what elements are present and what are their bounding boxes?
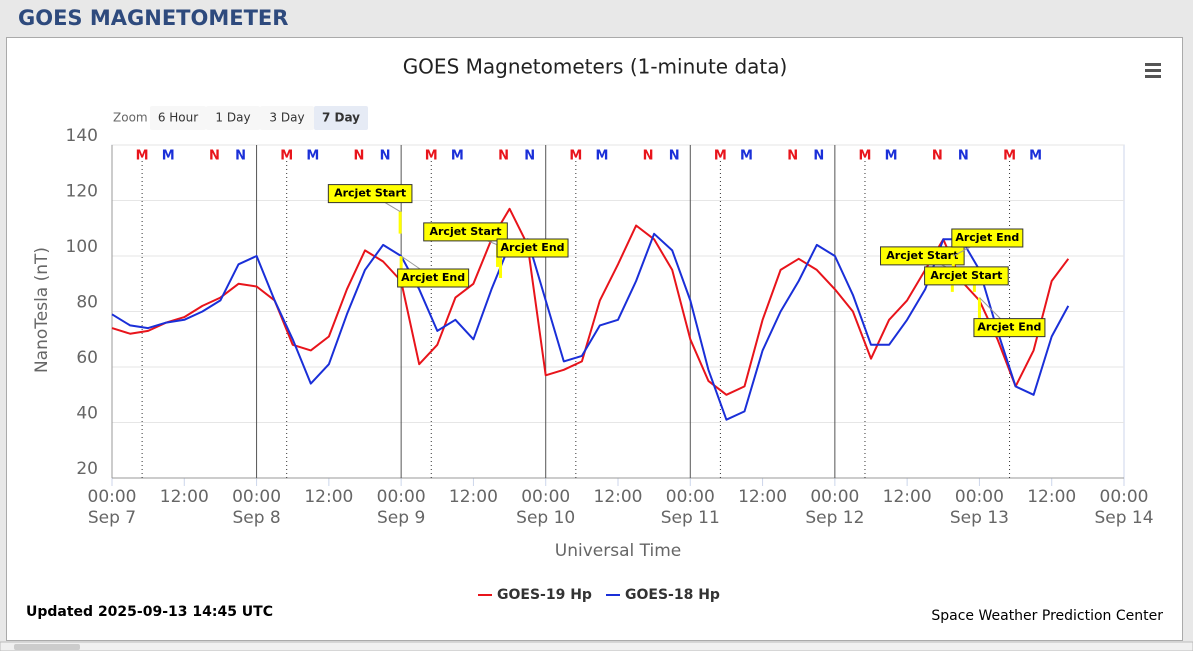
updated-note: Updated 2025-09-13 14:45 UTC: [26, 604, 273, 620]
annotation-label: Arcjet Start: [930, 269, 1002, 282]
marker-label: N: [354, 149, 365, 164]
series-line: [111, 207, 1070, 396]
marker-label: N: [235, 149, 246, 164]
legend-label[interactable]: GOES-18 Hp: [625, 587, 720, 603]
annotation-label: Arcjet Start: [429, 225, 501, 238]
annotation-label: Arcjet End: [501, 241, 565, 254]
zoom-label: Zoom: [113, 111, 148, 125]
x-tick-label: 12:00: [1027, 487, 1076, 507]
x-tick-label: 00:00: [377, 487, 426, 507]
marker-label: M: [306, 149, 319, 164]
zoom-button[interactable]: [260, 106, 314, 130]
marker-label: N: [524, 149, 535, 164]
marker-label: M: [714, 149, 727, 164]
series-line: [111, 232, 1070, 421]
marker-label: N: [209, 149, 220, 164]
credit: Space Weather Prediction Center: [931, 608, 1163, 624]
marker-label: M: [280, 149, 293, 164]
marker-label: N: [932, 149, 943, 164]
x-tick-label: 00:00: [955, 487, 1004, 507]
marker-label: N: [498, 149, 509, 164]
scrollbar[interactable]: [0, 641, 1193, 651]
zoom-button[interactable]: [314, 106, 368, 130]
marker-label: N: [958, 149, 969, 164]
annotation-box: [951, 228, 1024, 248]
x-tick-label: Sep 10: [516, 508, 575, 528]
x-tick-label: 12:00: [738, 487, 787, 507]
x-tick-label: 12:00: [883, 487, 932, 507]
zoom-button[interactable]: [206, 106, 260, 130]
annotation-label: Arcjet Start: [886, 249, 958, 262]
x-tick-label: Sep 11: [661, 508, 720, 528]
marker-label: M: [1029, 149, 1042, 164]
zoom-button-label[interactable]: 7 Day: [322, 111, 360, 125]
x-tick-label: 00:00: [810, 487, 859, 507]
y-tick-label: 80: [76, 293, 98, 313]
x-tick-label: 12:00: [449, 487, 498, 507]
y-tick-label: 100: [66, 237, 98, 257]
marker-label: M: [136, 149, 149, 164]
page-title: GOES MAGNETOMETER: [18, 6, 288, 30]
x-tick-label: 00:00: [666, 487, 715, 507]
x-tick-label: 00:00: [521, 487, 570, 507]
marker-label: M: [162, 149, 175, 164]
x-tick-label: Sep 9: [377, 508, 425, 528]
annotation-label: Arcjet End: [401, 271, 465, 284]
annotation-box: [973, 318, 1046, 338]
scrollbar-thumb[interactable]: [14, 644, 80, 650]
marker-label: M: [425, 149, 438, 164]
marker-label: M: [595, 149, 608, 164]
x-tick-label: Sep 7: [88, 508, 136, 528]
y-axis-title: NanoTesla (nT): [32, 247, 52, 373]
marker-label: M: [569, 149, 582, 164]
x-tick-label: Sep 14: [1094, 508, 1153, 528]
x-tick-label: 00:00: [232, 487, 281, 507]
marker-label: N: [813, 149, 824, 164]
x-axis-title: Universal Time: [555, 541, 681, 561]
marker-label: M: [451, 149, 464, 164]
annotation-box: [924, 266, 1009, 286]
marker-label: N: [380, 149, 391, 164]
x-tick-label: 00:00: [88, 487, 137, 507]
y-tick-label: 20: [76, 459, 98, 479]
marker-label: M: [859, 149, 872, 164]
x-tick-label: Sep 13: [950, 508, 1009, 528]
annotation-box: [397, 268, 470, 288]
x-tick-label: 00:00: [1100, 487, 1149, 507]
annotation-box: [496, 238, 569, 258]
marker-label: M: [1003, 149, 1016, 164]
chart-title: GOES Magnetometers (1-minute data): [403, 55, 788, 79]
x-tick-label: 12:00: [594, 487, 643, 507]
chart-panel: [6, 37, 1183, 641]
marker-label: M: [740, 149, 753, 164]
marker-label: N: [643, 149, 654, 164]
annotation-label: Arcjet Start: [334, 187, 406, 200]
y-tick-label: 60: [76, 348, 98, 368]
legend-label[interactable]: GOES-19 Hp: [497, 587, 592, 603]
annotation-label: Arcjet End: [955, 231, 1019, 244]
marker-label: M: [885, 149, 898, 164]
zoom-button-label[interactable]: 3 Day: [269, 111, 304, 125]
y-tick-label: 120: [66, 182, 98, 202]
y-tick-label: 40: [76, 404, 98, 424]
zoom-button[interactable]: [150, 106, 206, 130]
menu-button[interactable]: [1140, 58, 1166, 82]
annotation-label: Arcjet End: [977, 321, 1041, 334]
annotation-box: [327, 184, 413, 204]
x-tick-label: 12:00: [160, 487, 209, 507]
zoom-button-label[interactable]: 1 Day: [215, 111, 250, 125]
x-tick-label: 12:00: [304, 487, 353, 507]
zoom-button-label[interactable]: 6 Hour: [158, 111, 198, 125]
y-tick-label: 140: [66, 126, 98, 146]
annotation-box: [423, 222, 508, 242]
annotation-box: [880, 246, 965, 266]
x-tick-label: Sep 8: [232, 508, 280, 528]
x-tick-label: Sep 12: [805, 508, 864, 528]
marker-label: N: [669, 149, 680, 164]
marker-label: N: [787, 149, 798, 164]
